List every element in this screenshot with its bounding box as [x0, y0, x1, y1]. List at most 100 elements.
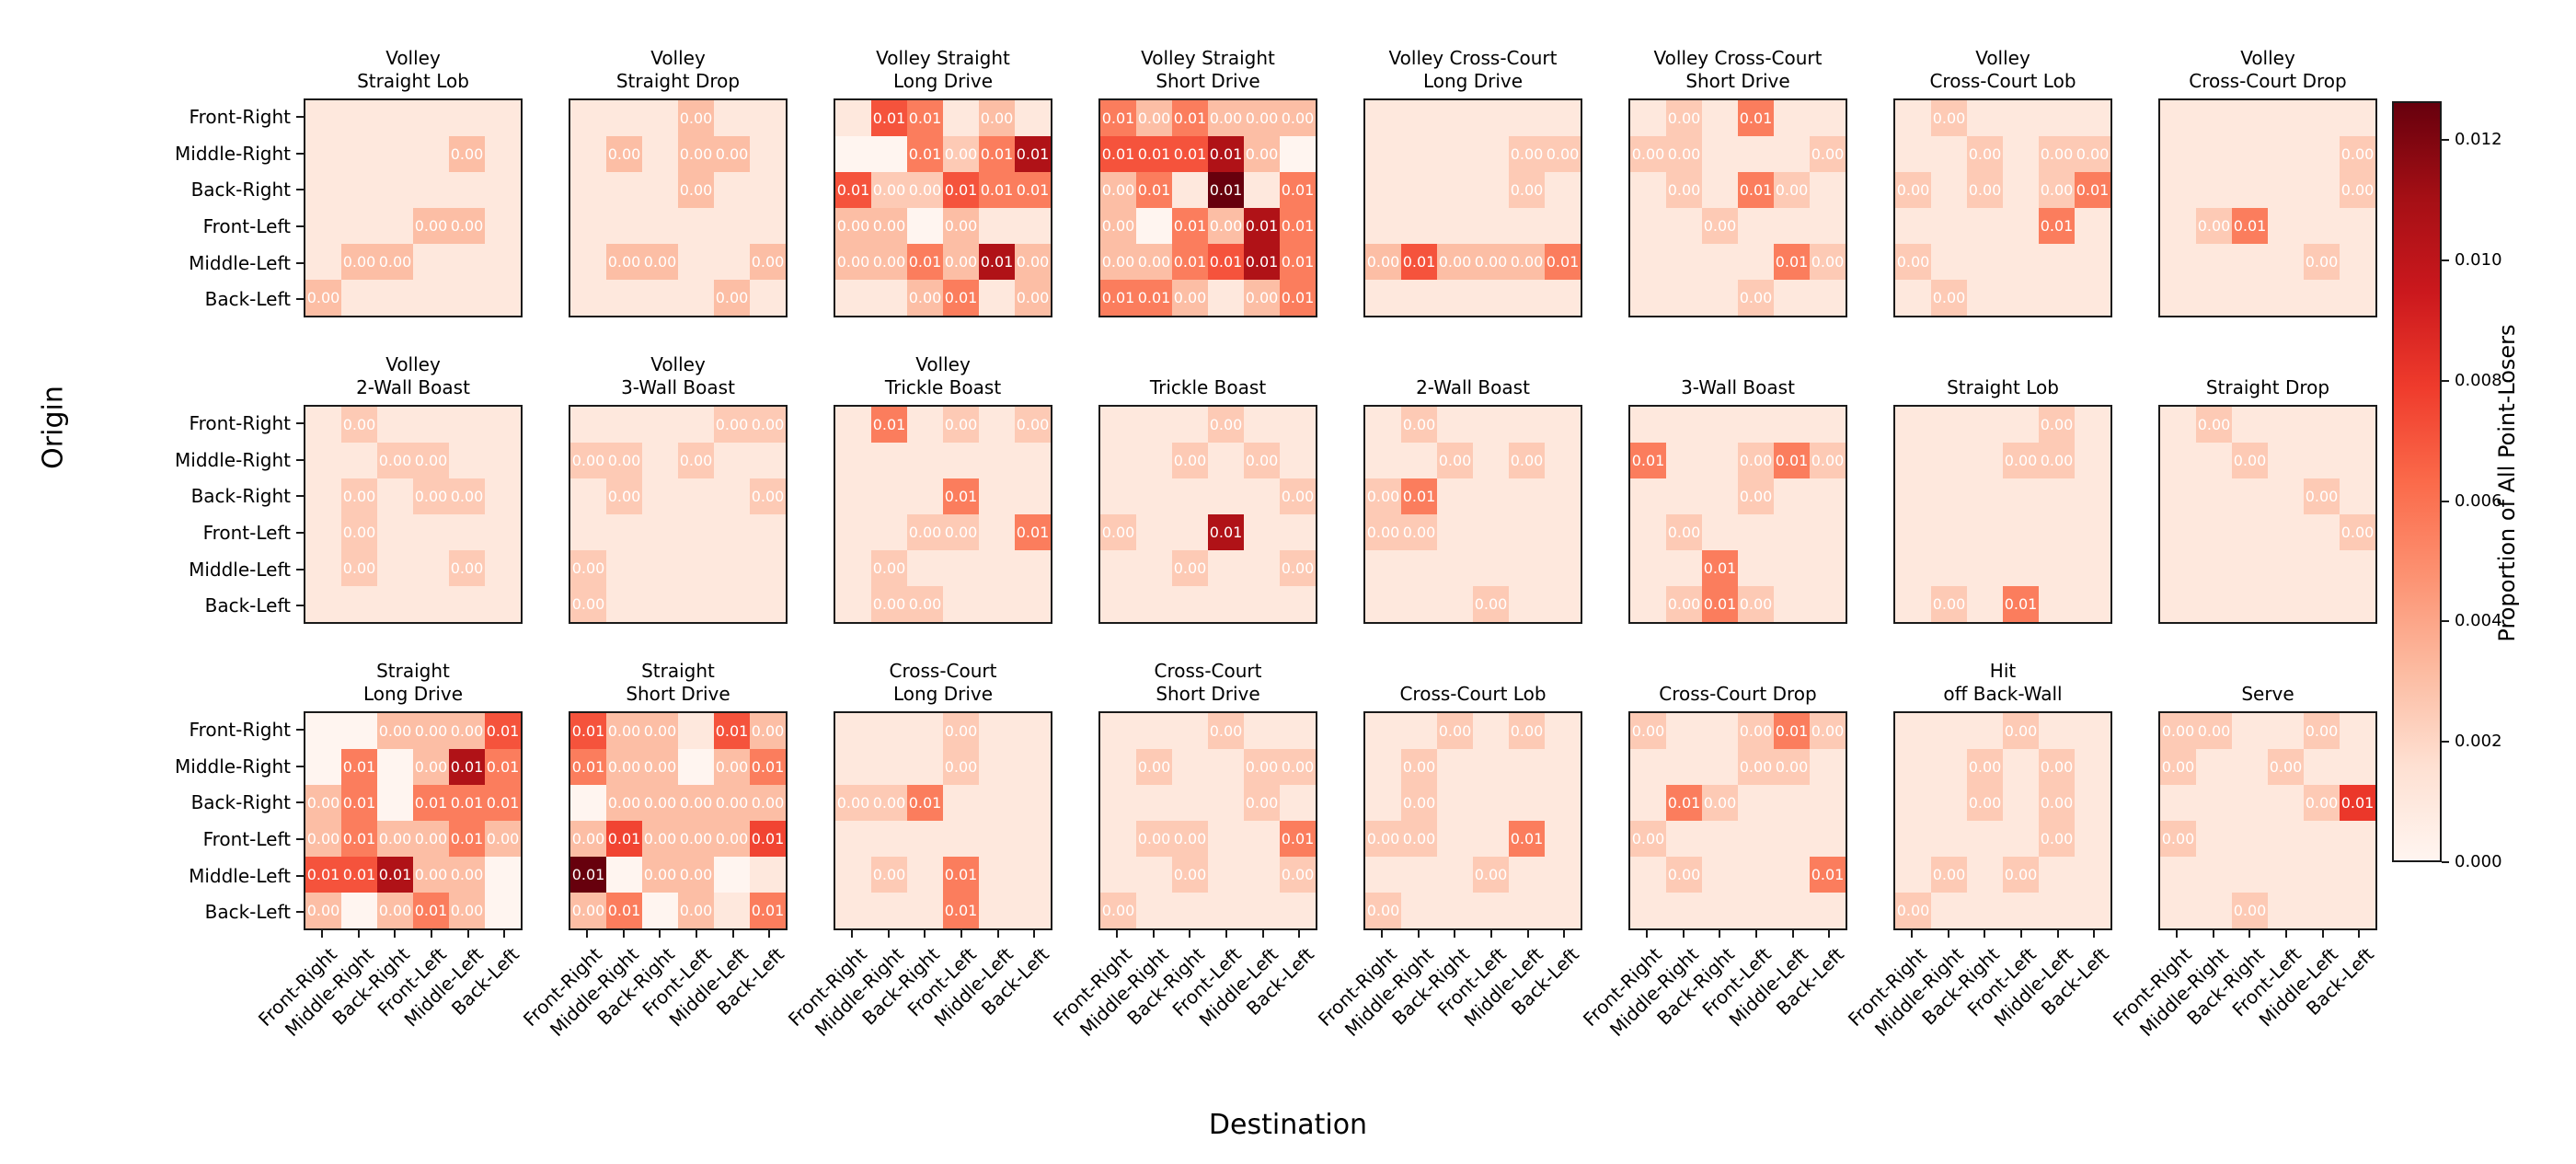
heatmap-cell: 0.00: [871, 586, 907, 622]
y-tick-mark: [296, 261, 304, 264]
heatmap-cell: 0.00: [606, 785, 642, 821]
heatmap-cell: 0.00: [2160, 821, 2196, 857]
heatmap-cell: [2039, 514, 2075, 550]
heatmap-cell: 0.00: [750, 407, 786, 443]
heatmap-cell: 0.00: [1666, 172, 1702, 208]
heatmap-cell: [2160, 407, 2196, 443]
y-tick-label: Back-Left: [204, 594, 291, 617]
heatmap-cell: [1015, 893, 1051, 928]
heatmap-cell: [642, 136, 678, 172]
heatmap-cell: [2160, 586, 2196, 622]
heatmap-cell: [943, 550, 979, 586]
heatmap-cell: [1895, 713, 1931, 749]
heatmap-cell: [1810, 100, 1846, 136]
heatmap-cell: 0.00: [871, 785, 907, 821]
heatmap-cell: [1895, 208, 1931, 244]
heatmap-cell: [2268, 100, 2304, 136]
heatmap-cell: 0.01: [1208, 244, 1244, 280]
heatmap-cell: [1774, 208, 1810, 244]
heatmap-cell: [1738, 821, 1774, 857]
heatmap-cell: [1545, 208, 1581, 244]
heatmap-cell: [1437, 280, 1473, 316]
heatmap-cell: 0.00: [1630, 136, 1666, 172]
heatmap-cell: [2075, 244, 2110, 280]
heatmap-cell: [714, 208, 750, 244]
heatmap-cell: [1967, 407, 2003, 443]
heatmap-cell: [642, 443, 678, 478]
heatmap-cell: [1437, 893, 1473, 928]
heatmap-cell: [2268, 208, 2304, 244]
heatmap-cell: [485, 443, 521, 478]
y-tick-mark: [296, 765, 304, 767]
heatmap-cell: [305, 550, 341, 586]
heatmap-cell: 0.00: [1401, 749, 1437, 785]
heatmap-cell: 0.00: [907, 586, 943, 622]
heatmap-cell: [1136, 785, 1172, 821]
y-tick-label: Front-Left: [202, 214, 291, 237]
heatmap-cell: 0.00: [1666, 136, 1702, 172]
heatmap-cell: 0.00: [2039, 407, 2075, 443]
heatmap-cell: [979, 586, 1015, 622]
heatmap-cell: [2232, 478, 2268, 514]
heatmap-cell: [1437, 749, 1473, 785]
heatmap-cell: 0.01: [943, 280, 979, 316]
heatmap-cell: [1630, 100, 1666, 136]
heatmap-cell: [1931, 514, 1967, 550]
heatmap-cell: [943, 443, 979, 478]
heatmap-cell: 0.00: [1015, 280, 1051, 316]
heatmap-cell: [1738, 893, 1774, 928]
heatmap-cell: [2340, 208, 2375, 244]
heatmap-cell: [1437, 514, 1473, 550]
heatmap-cell: [1931, 136, 1967, 172]
heatmap-cell: 0.00: [377, 244, 413, 280]
heatmap-cell: [2232, 100, 2268, 136]
heatmap-cell: 0.00: [2075, 136, 2110, 172]
heatmap-cell: 0.00: [606, 136, 642, 172]
heatmap-cell: [714, 514, 750, 550]
heatmap-cell: 0.01: [1401, 244, 1437, 280]
y-tick-label: Front-Left: [202, 827, 291, 850]
heatmap-cell: [2160, 785, 2196, 821]
heatmap-cell: 0.00: [2039, 136, 2075, 172]
heatmap-cell: [1136, 478, 1172, 514]
heatmap-cell: [413, 514, 449, 550]
heatmap-cell: [2003, 100, 2039, 136]
heatmap-cell: [1244, 586, 1280, 622]
heatmap-cell: [1774, 586, 1810, 622]
heatmap-cell: [1810, 172, 1846, 208]
panel-title-line: Cross-Court Drop: [2189, 70, 2347, 92]
panel-title-line: Serve: [2241, 683, 2294, 705]
heatmap-cell: [2232, 407, 2268, 443]
heatmap-cell: [2304, 893, 2340, 928]
x-tick-mark: [320, 930, 323, 938]
heatmap-cell: [341, 280, 377, 316]
heatmap-cell: [1810, 785, 1846, 821]
heatmap-cell: [1401, 713, 1437, 749]
heatmap-cell: 0.01: [1100, 136, 1136, 172]
heatmap-cell: 0.01: [943, 172, 979, 208]
panel-title-line: Volley: [650, 353, 706, 375]
heatmap-cell: [1702, 478, 1738, 514]
heatmap-cell: 0.01: [606, 821, 642, 857]
heatmap-cell: 0.00: [1208, 713, 1244, 749]
heatmap-cell: 0.00: [678, 785, 714, 821]
heatmap-cell: [714, 244, 750, 280]
heatmap-cell: [485, 244, 521, 280]
heatmap-cell: 0.00: [714, 821, 750, 857]
heatmap-cell: [1136, 407, 1172, 443]
heatmap-cell: 0.00: [2196, 407, 2232, 443]
heatmap-cell: [2268, 280, 2304, 316]
heatmap-cell: [1895, 100, 1931, 136]
heatmap-cell: 0.00: [449, 857, 485, 893]
colorbar-tick-mark: [2442, 741, 2449, 743]
heatmap-cell: [1702, 136, 1738, 172]
heatmap-cell: 0.01: [1666, 785, 1702, 821]
heatmap-cell: 0.00: [1738, 713, 1774, 749]
heatmap-cell: [750, 100, 786, 136]
heatmap-cell: [377, 478, 413, 514]
heatmap-cell: [871, 280, 907, 316]
heatmap-cell: [2268, 550, 2304, 586]
heatmap-cell: 0.01: [570, 713, 606, 749]
heatmap-cell: [449, 514, 485, 550]
heatmap-cell: [979, 749, 1015, 785]
